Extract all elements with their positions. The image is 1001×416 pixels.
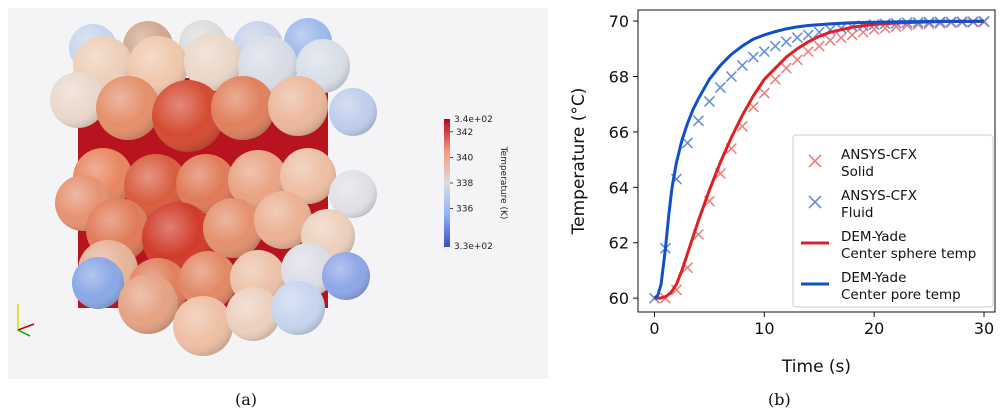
data-point (780, 36, 792, 48)
data-point (813, 40, 825, 52)
x-tick-label: 0 (649, 319, 659, 338)
colorbar-gradient (444, 119, 450, 247)
legend-label: ANSYS-CFX (841, 188, 917, 204)
series-line (654, 19, 985, 300)
data-point (769, 73, 781, 85)
data-point (670, 284, 683, 296)
y-tick-label: 66 (609, 123, 629, 142)
colorbar-tick-label: 340 (456, 153, 473, 163)
legend-label: Fluid (841, 205, 873, 221)
data-point (824, 34, 836, 47)
colorbar-tick-label: 342 (456, 128, 473, 138)
colorbar: 3.4e+02 3.3e+02 342 340 338 336 Temperature… (444, 115, 508, 252)
y-tick-label: 60 (609, 289, 629, 308)
data-point (791, 54, 803, 66)
y-tick-label: 70 (609, 12, 629, 31)
caption-b: (b) (768, 390, 791, 409)
series-2 (654, 19, 985, 300)
data-point (846, 29, 858, 41)
data-point (835, 32, 847, 44)
legend-label: Center sphere temp (841, 246, 976, 262)
sphere-packing-render: 3.4e+02 3.3e+02 342 340 338 336 Temperature… (17, 18, 508, 356)
data-point (791, 32, 803, 44)
colorbar-tick-label: 338 (456, 179, 473, 189)
legend-label: DEM-Yade (841, 229, 906, 245)
y-tick-label: 68 (609, 67, 629, 86)
colorbar-tick-label: 336 (456, 205, 473, 215)
x-tick-label: 10 (754, 319, 774, 338)
x-axis-label: Time (s) (781, 357, 851, 377)
series-3 (653, 19, 985, 300)
chart-legend: ANSYS-CFXSolidANSYS-CFXFluidDEM-YadeCent… (792, 134, 994, 308)
x-tick-label: 20 (864, 319, 884, 338)
y-tick-label: 64 (609, 178, 629, 197)
data-point (758, 87, 770, 99)
y-tick-label: 62 (609, 234, 629, 253)
legend-label: ANSYS-CFX (841, 147, 917, 163)
legend-box (792, 134, 994, 308)
legend-label: DEM-Yade (841, 270, 906, 286)
data-point (692, 115, 704, 127)
caption-a: (a) (235, 390, 258, 409)
panel-a-sphere-render: 3.4e+02 3.3e+02 342 340 338 336 Temperature… (8, 8, 548, 379)
legend-label: Solid (841, 164, 874, 180)
data-point (747, 51, 759, 63)
data-point (758, 45, 770, 58)
data-point (703, 95, 715, 107)
series-line (653, 19, 985, 300)
plot-area-frame (637, 9, 996, 313)
data-point (725, 70, 737, 83)
data-point (780, 62, 792, 74)
temperature-chart: 0 10 20 30 60 62 64 66 68 70 Time (s) Temperature… (569, 9, 996, 377)
data-point (802, 45, 814, 58)
panel-b-chart: 0 10 20 30 60 62 64 66 68 70 Time (s) Temperature… (560, 0, 1001, 390)
data-point (769, 40, 781, 52)
orientation-axes-icon (17, 304, 35, 337)
colorbar-max-label: 3.4e+02 (454, 115, 493, 125)
colorbar-title: Temperature (K) (498, 146, 508, 220)
colorbar-min-label: 3.3e+02 (454, 242, 493, 252)
y-axis-label: Temperature (°C) (569, 88, 589, 236)
legend-label: Center pore temp (841, 287, 961, 303)
data-point (802, 29, 814, 41)
x-tick-label: 30 (974, 319, 994, 338)
data-point (714, 82, 726, 94)
data-point (681, 137, 693, 149)
data-point (934, 17, 946, 29)
data-point (736, 59, 748, 71)
